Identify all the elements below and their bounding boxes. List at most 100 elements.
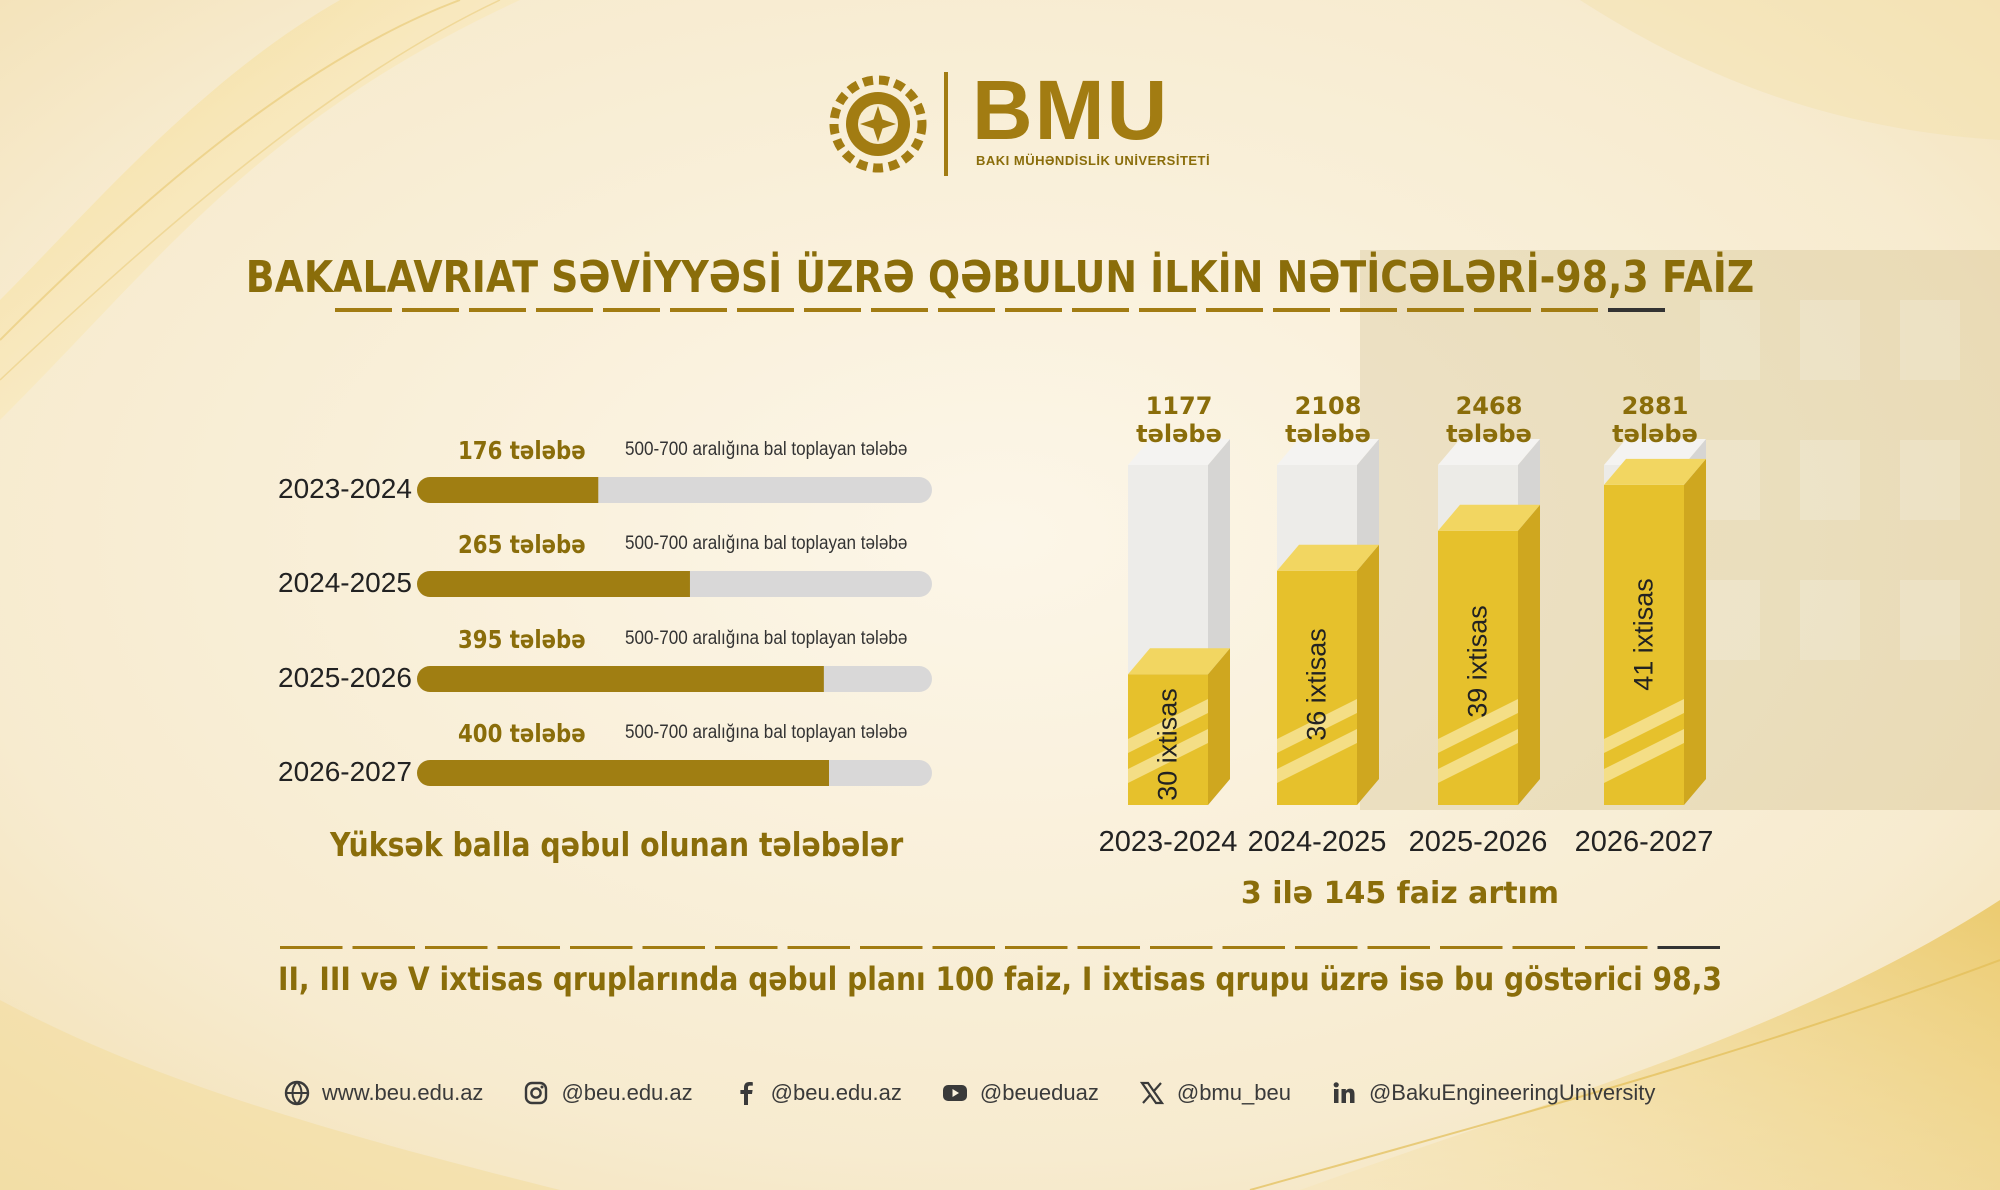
title-dash (1608, 308, 1665, 312)
hbar-note: 500-700 aralığına bal toplayan tələbə (625, 439, 908, 460)
hbar-value-label: 395 tələbə (458, 625, 586, 654)
title-underline (335, 308, 1665, 312)
title-dash (1474, 308, 1531, 312)
bottom-dash (1512, 946, 1575, 949)
vbar-year-label: 2026-2027 (1574, 826, 1714, 858)
vbar-stripe (1277, 699, 1357, 753)
vbar-stripe (1438, 729, 1518, 783)
vbar-year-label: 2025-2026 (1408, 826, 1548, 858)
bottom-dash (1585, 946, 1648, 949)
social-website[interactable]: www.beu.edu.az (282, 1078, 483, 1108)
title-dash (1340, 308, 1397, 312)
linkedin-icon (1333, 1082, 1355, 1103)
title-dash (1541, 308, 1598, 312)
hbar-year-label: 2024-2025 (278, 567, 412, 598)
bottom-dash (1295, 946, 1358, 949)
vbar-ghost-top (1438, 439, 1540, 465)
vbar-stripe (1604, 699, 1684, 753)
vbar-chart-title: 3 ilə 145 faiz artım (1240, 876, 1560, 911)
vbar-unit-label: tələbə (1446, 420, 1532, 448)
bottom-dash (352, 946, 415, 949)
vbar-top (1438, 504, 1540, 531)
hbar-fill (417, 666, 824, 692)
vbar-side (1357, 544, 1379, 805)
bottom-dash (280, 946, 343, 949)
bottom-divider (280, 946, 1720, 949)
hbar-chart-title: Yüksək balla qəbul olunan tələbələr (330, 825, 904, 864)
social-facebook[interactable]: @beu.edu.az (731, 1078, 902, 1108)
social-linkedin-text: @BakuEngineeringUniversity (1368, 1080, 1656, 1105)
bottom-dash (425, 946, 488, 949)
vbar-side (1518, 504, 1540, 805)
title-dash (871, 308, 928, 312)
vbar-inner-label: 36 ixtisas (1301, 628, 1332, 741)
hbar-year-label: 2025-2026 (278, 662, 412, 693)
hbar-note: 500-700 aralığına bal toplayan tələbə (625, 722, 908, 743)
bottom-dash (1005, 946, 1068, 949)
title-dash (603, 308, 660, 312)
hbar-fill (417, 571, 690, 597)
bottom-dash (1657, 946, 1720, 949)
title-dash (670, 308, 727, 312)
brand-name: BMU (972, 63, 1170, 157)
title-dash (469, 308, 526, 312)
title-dash (804, 308, 861, 312)
vbar-ghost-top (1128, 439, 1230, 465)
title-dash (1072, 308, 1129, 312)
title-dash (1407, 308, 1464, 312)
bottom-dash (1077, 946, 1140, 949)
x-icon (1139, 1081, 1164, 1105)
vbar-stripe (1604, 729, 1684, 783)
vbar-stripe (1277, 729, 1357, 783)
title-dash (335, 308, 392, 312)
social-youtube[interactable]: @beueduaz (940, 1078, 1099, 1108)
vbar-year-label: 2024-2025 (1247, 826, 1387, 858)
vbar-value-label: 2468 (1455, 392, 1523, 420)
vbar-unit-label: tələbə (1612, 420, 1698, 448)
bottom-dash (497, 946, 560, 949)
globe-icon (284, 1080, 310, 1106)
hbar-year-label: 2023-2024 (278, 473, 412, 504)
vbar-stripe (1438, 699, 1518, 753)
bottom-dash (860, 946, 923, 949)
social-instagram-text: @beu.edu.az (561, 1080, 693, 1105)
page-title: BAKALAVRIAT SƏVİYYƏSİ ÜZRƏ QƏBULUN İLKİN… (245, 252, 1755, 303)
bottom-dash (787, 946, 850, 949)
vbar-inner-label: 41 ixtisas (1628, 578, 1659, 692)
instagram-icon (525, 1081, 548, 1105)
title-dash (938, 308, 995, 312)
hbar-fill (417, 760, 829, 786)
vbar-side (1684, 458, 1706, 805)
facebook-icon (740, 1082, 753, 1105)
title-dash (1005, 308, 1062, 312)
bottom-dash (1222, 946, 1285, 949)
vbar-top (1277, 544, 1379, 571)
social-links: www.beu.edu.az @beu.edu.az @beu.edu.az @… (282, 1075, 1693, 1111)
vbar-stripe (1128, 699, 1208, 753)
bottom-dash (932, 946, 995, 949)
vbar-side (1208, 648, 1230, 805)
bottom-dash (642, 946, 705, 949)
social-instagram[interactable]: @beu.edu.az (521, 1078, 693, 1108)
title-dash (737, 308, 794, 312)
vbar-value-label: 1177 (1145, 392, 1213, 420)
title-dash (1206, 308, 1263, 312)
social-x[interactable]: @bmu_beu (1137, 1078, 1291, 1108)
social-facebook-text: @beu.edu.az (770, 1080, 902, 1105)
hbar-value-label: 265 tələbə (458, 530, 586, 559)
vbar-year-label: 2023-2024 (1098, 826, 1238, 858)
title-dash (402, 308, 459, 312)
title-dash (536, 308, 593, 312)
bottom-dash (715, 946, 778, 949)
social-x-text: @bmu_beu (1176, 1080, 1291, 1105)
title-dash (1273, 308, 1330, 312)
hbar-year-label: 2026-2027 (278, 756, 412, 787)
vbar-inner-label: 30 ixtisas (1152, 688, 1183, 801)
vbar-top (1604, 458, 1706, 485)
bottom-dash (570, 946, 633, 949)
vbar-inner-label: 39 ixtisas (1462, 605, 1493, 718)
vbar-top (1128, 648, 1230, 675)
social-linkedin[interactable]: @BakuEngineeringUniversity (1329, 1078, 1655, 1108)
hbar-value-label: 400 tələbə (458, 719, 586, 748)
